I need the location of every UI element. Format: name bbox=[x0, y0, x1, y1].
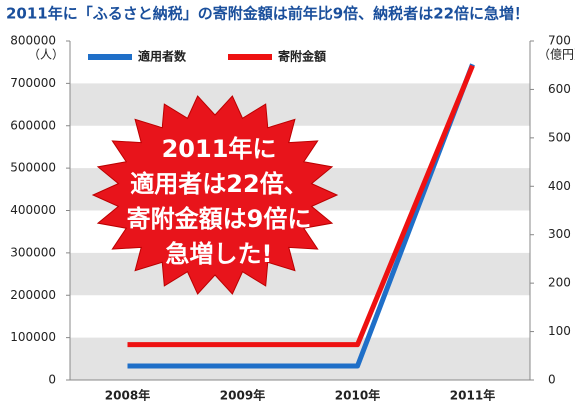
y2-tick-label: 700 bbox=[548, 34, 571, 48]
x-tick-label: 2009年 bbox=[220, 388, 265, 403]
annotation-text: 2011年に bbox=[162, 135, 277, 163]
y-tick-label: 600000 bbox=[10, 118, 56, 132]
starburst bbox=[91, 95, 339, 295]
annotation-text: 適用者は22倍、 bbox=[130, 170, 307, 198]
y-axis-unit: （人） bbox=[28, 48, 64, 62]
y2-tick-label: 200 bbox=[548, 276, 571, 290]
chart-title: 2011年に「ふるさと納税」の寄附金額は前年比9倍、納税者は22倍に急増！ bbox=[6, 5, 529, 23]
y2-axis-unit: （億円） bbox=[538, 48, 575, 62]
y-tick-label: 500000 bbox=[10, 161, 56, 175]
legend-label: 寄附金額 bbox=[278, 49, 326, 64]
y-tick-label: 100000 bbox=[10, 330, 56, 344]
annotation-text: 急増した! bbox=[166, 240, 273, 268]
y2-tick-label: 300 bbox=[548, 227, 571, 241]
y-tick-label: 0 bbox=[48, 373, 56, 387]
y-tick-label: 300000 bbox=[10, 245, 56, 259]
y-tick-label: 200000 bbox=[10, 288, 56, 302]
y2-tick-label: 100 bbox=[548, 324, 571, 338]
y-tick-label: 700000 bbox=[10, 76, 56, 90]
annotation-text: 寄附金額は9倍に bbox=[127, 205, 312, 233]
x-tick-label: 2010年 bbox=[335, 388, 380, 403]
x-tick-label: 2008年 bbox=[105, 388, 150, 403]
legend-label: 適用者数 bbox=[138, 49, 187, 64]
data-line bbox=[127, 64, 475, 348]
y2-tick-label: 600 bbox=[548, 82, 571, 96]
y-tick-label: 400000 bbox=[10, 203, 56, 217]
x-tick-label: 2011年 bbox=[450, 388, 495, 403]
data-line bbox=[127, 63, 475, 369]
y2-tick-label: 0 bbox=[548, 373, 556, 387]
y-tick-label: 800000 bbox=[10, 34, 56, 48]
y2-tick-label: 400 bbox=[548, 179, 571, 193]
y2-tick-label: 500 bbox=[548, 130, 571, 144]
